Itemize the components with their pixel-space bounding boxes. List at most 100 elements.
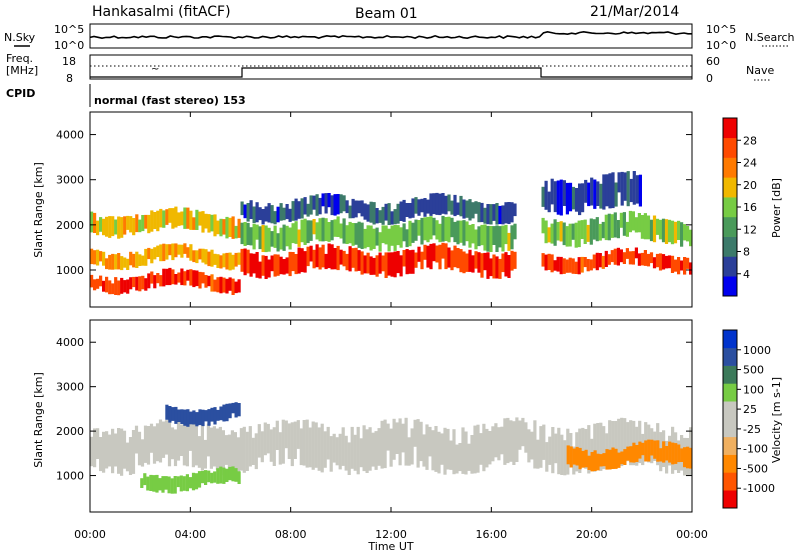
- scatter-cell: [327, 222, 331, 242]
- scatter-cell: [410, 428, 414, 465]
- scatter-cell: [477, 252, 481, 273]
- scatter-cell: [225, 216, 229, 239]
- scatter-cell: [643, 213, 647, 240]
- nave-tick-high: 60: [706, 55, 720, 68]
- velocity-y-ticks: 1000 2000 3000 4000: [56, 336, 692, 483]
- scatter-cell: [312, 249, 316, 269]
- scatter-cell: [495, 203, 499, 225]
- scatter-cell: [664, 219, 669, 244]
- time-tick-label: 04:00: [174, 528, 206, 541]
- scatter-cell: [336, 216, 340, 237]
- scatter-cell: [650, 439, 654, 456]
- scatter-cell: [629, 178, 633, 203]
- scatter-cell: [159, 275, 163, 287]
- scatter-cell: [273, 225, 277, 248]
- scatter-cell: [282, 224, 286, 251]
- scatter-cell: [420, 251, 424, 270]
- cpid-text: normal (fast stereo) 153: [94, 94, 246, 107]
- scatter-cell: [297, 201, 301, 219]
- scatter-cell: [123, 257, 127, 268]
- scatter-cell: [556, 256, 560, 272]
- scatter-cell: [303, 251, 307, 273]
- scatter-cell: [423, 244, 427, 260]
- scatter-cell: [550, 178, 554, 205]
- scatter-cell: [321, 193, 325, 207]
- scatter-cell: [309, 220, 313, 241]
- scatter-cell: [447, 194, 451, 212]
- colorbar-tick-label: 100: [743, 383, 764, 396]
- scatter-cell: [495, 225, 499, 252]
- scatter-cell: [213, 407, 217, 425]
- scatter-cell: [456, 202, 460, 215]
- scatter-cell: [267, 259, 271, 278]
- scatter-cell: [568, 223, 572, 247]
- scatter-cell: [197, 436, 201, 468]
- scatter-cell: [470, 435, 474, 474]
- scatter-cell: [158, 419, 163, 463]
- scatter-cell: [279, 203, 283, 221]
- scatter-cell: [278, 432, 282, 465]
- scatter-cell: [459, 220, 463, 243]
- scatter-cell: [509, 420, 513, 462]
- scatter-cell: [683, 447, 687, 468]
- scatter-cell: [216, 254, 220, 268]
- scatter-cell: [152, 426, 157, 464]
- scatter-cell: [550, 254, 554, 273]
- scatter-cell: [210, 214, 214, 232]
- scatter-cell: [673, 221, 678, 244]
- scatter-cell: [174, 274, 178, 285]
- scatter-cell: [366, 204, 370, 222]
- colorbar-tick-label: 12: [743, 223, 757, 236]
- scatter-cell: [372, 228, 376, 249]
- scatter-cell: [604, 250, 608, 267]
- scatter-cell: [610, 250, 614, 263]
- scatter-cell: [426, 245, 430, 268]
- scatter-cell: [168, 267, 172, 286]
- scatter-cell: [443, 427, 447, 475]
- scatter-cell: [605, 449, 609, 470]
- scatter-cell: [399, 201, 403, 221]
- scatter-cell: [420, 198, 424, 213]
- scatter-cell: [336, 245, 340, 271]
- scatter-cell: [213, 253, 217, 265]
- scatter-cell: [655, 218, 660, 235]
- scatter-cell: [212, 426, 216, 467]
- scatter-cell: [500, 426, 504, 455]
- scatter-cell: [584, 179, 588, 203]
- scatter-cell: [120, 256, 124, 271]
- scatter-cell: [462, 199, 466, 219]
- scatter-cell: [135, 251, 139, 268]
- scatter-cell: [462, 251, 466, 274]
- colorbar-swatch: [723, 197, 737, 218]
- cpid-label: CPID: [6, 87, 35, 100]
- scatter-cell: [144, 214, 148, 229]
- colorbar-swatch: [723, 347, 737, 366]
- power-colorbar-label: Power [dB]: [770, 178, 783, 238]
- scatter-cell: [213, 214, 217, 237]
- scatter-cell: [176, 476, 180, 488]
- scatter-cell: [559, 221, 563, 242]
- freq-label: Freq.: [6, 52, 33, 65]
- scatter-cell: [177, 272, 181, 283]
- scatter-cell: [384, 252, 388, 278]
- scatter-cell: [350, 426, 354, 469]
- scatter-cell: [501, 253, 505, 273]
- scatter-cell: [345, 225, 349, 244]
- scatter-cell: [180, 268, 184, 286]
- scatter-cell: [569, 446, 573, 468]
- scatter-cell: [342, 250, 346, 267]
- scatter-cell: [447, 216, 451, 243]
- scatter-cell: [686, 257, 690, 269]
- velocity-heatmap: [90, 402, 693, 494]
- scatter-cell: [471, 224, 475, 244]
- noise-panel: N.Sky 10^5 10^0 10^5 10^0 N.Search: [4, 23, 795, 52]
- velocity-colorbar: -1000 -500 -100 -25 25 100 500 1000 Velocity [m…: [722, 329, 783, 509]
- scatter-cell: [306, 220, 310, 244]
- scatter-cell: [592, 254, 596, 269]
- scatter-cell: [264, 225, 268, 253]
- scatter-cell: [518, 420, 522, 450]
- scatter-cell: [483, 224, 487, 251]
- scatter-cell: [297, 229, 301, 247]
- scatter-cell: [312, 219, 316, 235]
- scatter-cell: [447, 247, 451, 268]
